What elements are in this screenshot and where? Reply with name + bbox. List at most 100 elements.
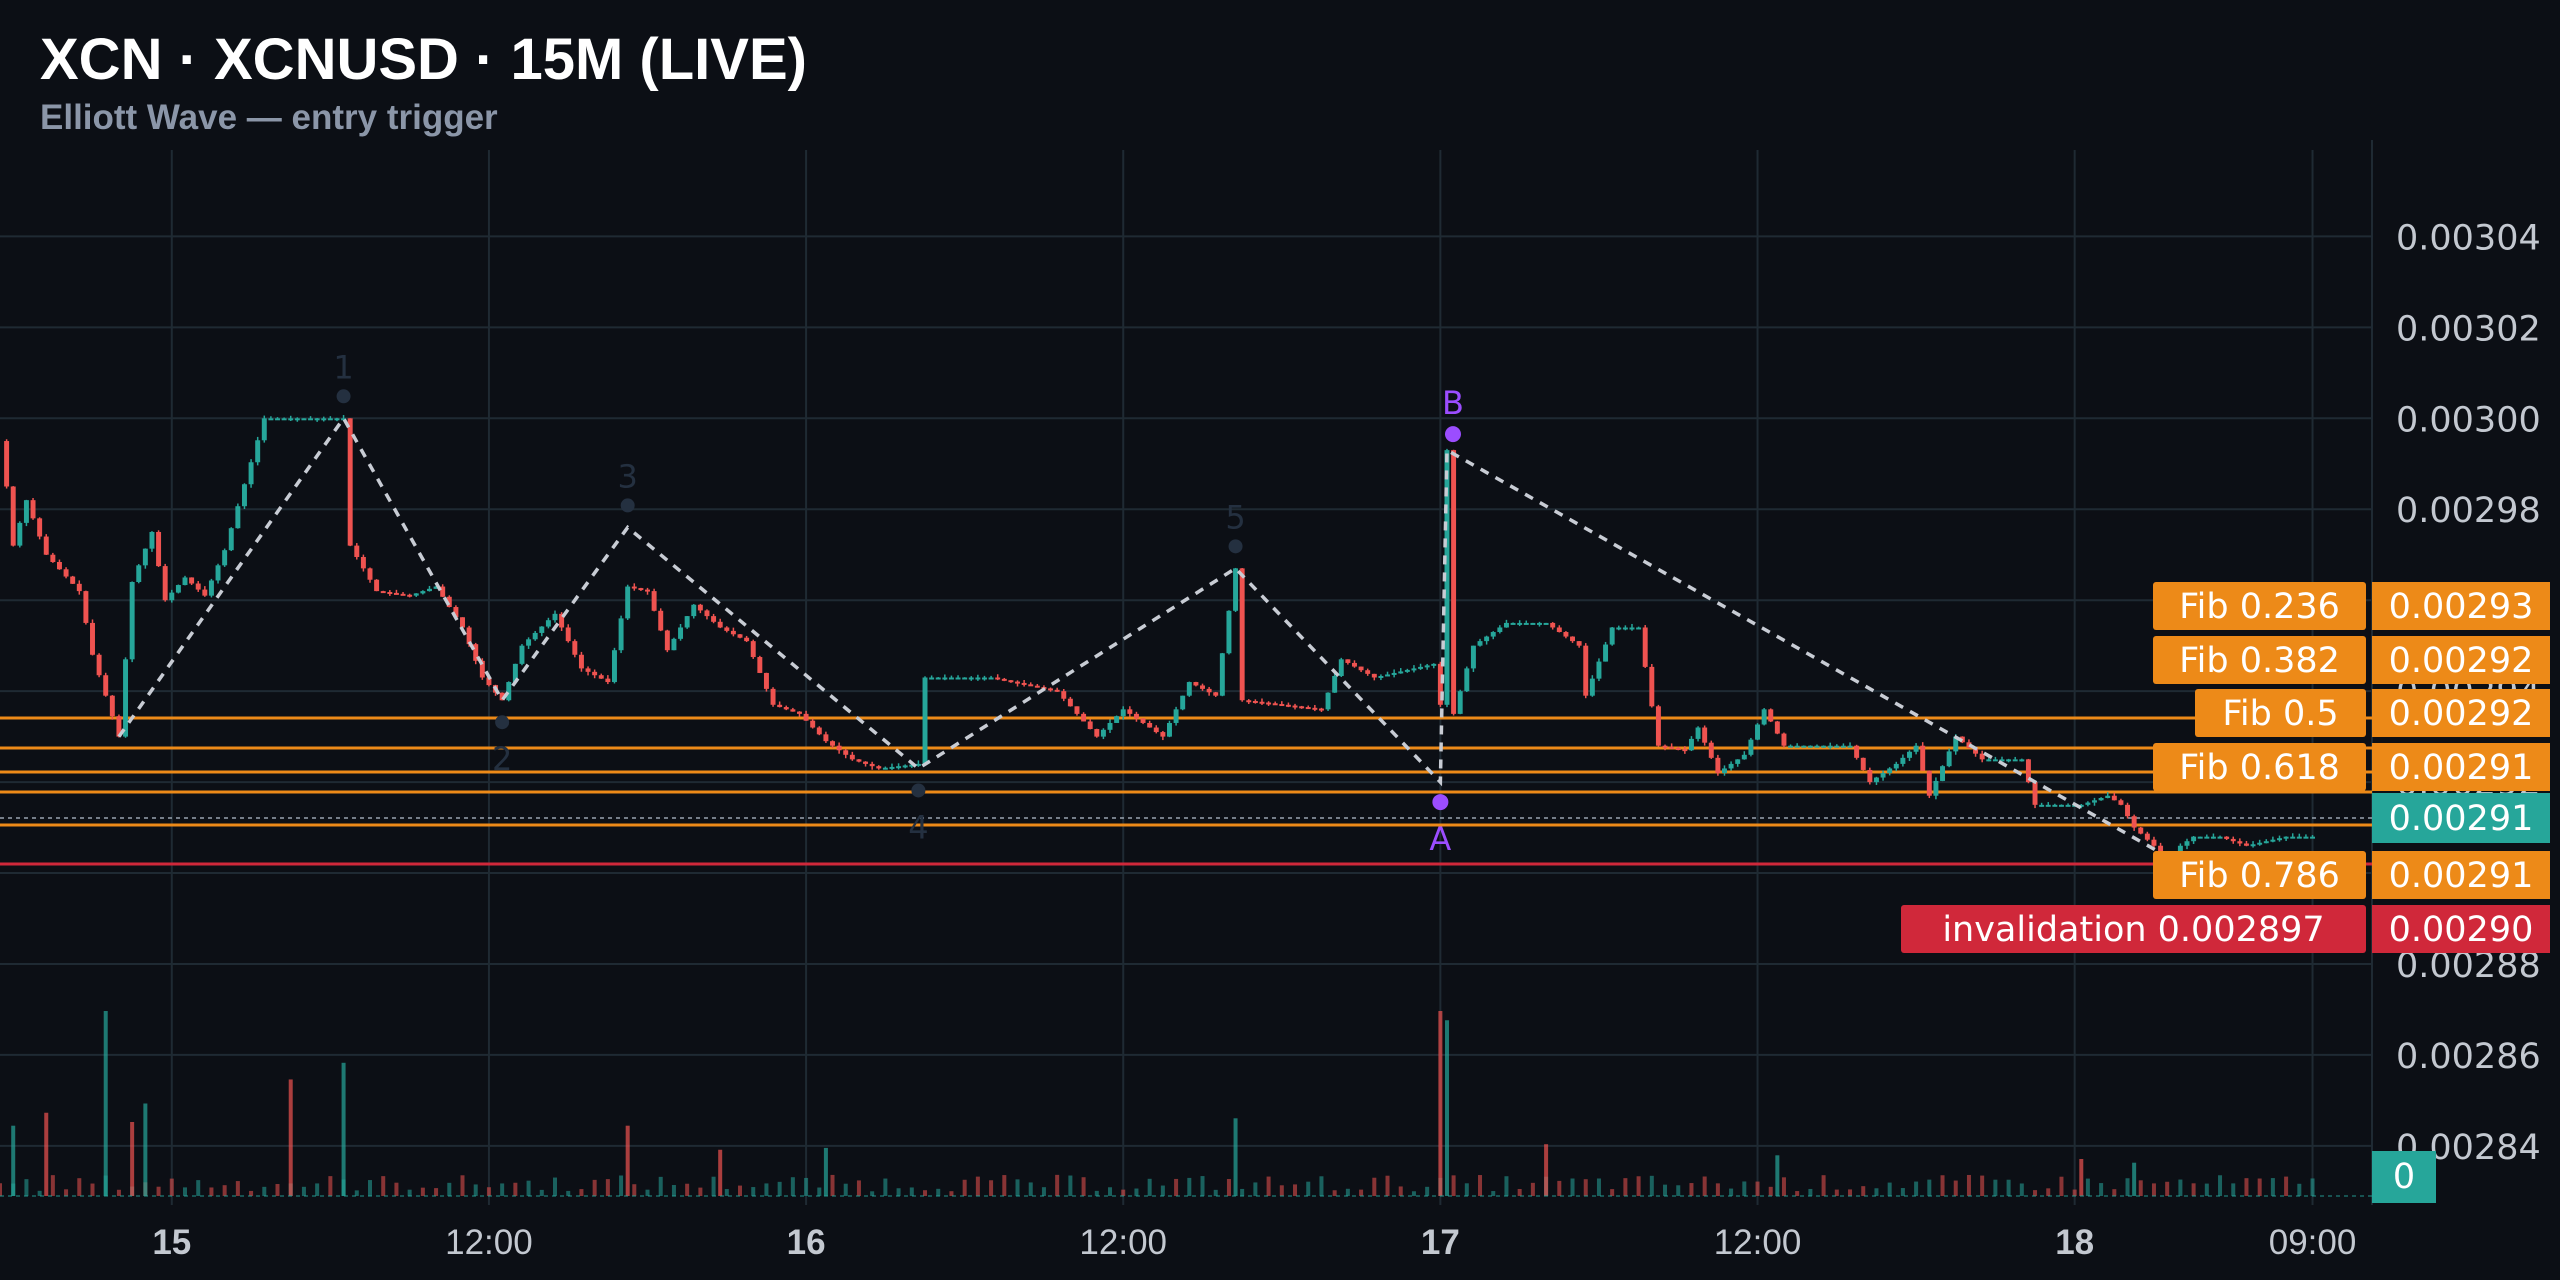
volume-bar [2112,1189,2117,1196]
candle-body [1913,745,1919,752]
candle-body [1675,747,1681,750]
candle-body [228,528,234,551]
candle-body [1054,689,1060,692]
time-axis[interactable]: 15 12:00 16 12:00 17 12:00 18 09:00 [152,1223,2356,1262]
volume-bar [1147,1178,1152,1196]
candle-body [1517,622,1523,625]
candle-body [1999,759,2005,762]
candle-body [611,650,617,683]
volume-bar [896,1188,901,1196]
candle-body [1061,691,1067,699]
candle-body [737,634,743,638]
candle-body [697,604,703,611]
candle-body [896,766,902,769]
wave-label: 5 [1225,498,1245,536]
candle-body [1834,745,1840,748]
candle-body [783,707,789,710]
candle-body [499,692,505,701]
candle-body [763,672,769,689]
candle-body [288,418,294,421]
volume-bar [1293,1184,1298,1196]
volume-bar [44,1112,49,1196]
volume-bar [90,1183,95,1196]
volume-bar [830,1174,835,1196]
level-value-tag [2372,636,2550,684]
candle-body [2045,804,2051,807]
volume-bar [1610,1189,1615,1196]
volume-bar [2310,1178,2315,1196]
wave-label: 4 [908,808,928,846]
candle-body [374,579,380,592]
volume-bar [592,1179,597,1196]
candle-body [2058,804,2064,807]
volume-bar [718,1149,723,1196]
candle-body [1272,703,1278,706]
volume-bar [1861,1186,1866,1196]
volume-bar [1808,1188,1813,1196]
candle-body [2125,804,2131,817]
volume-bar [579,1189,584,1196]
candle-body [413,593,419,596]
volume-bar [2165,1181,2170,1196]
candle-body [2277,838,2282,841]
candle-body [2310,836,2316,839]
candle-body [578,654,584,669]
candle-body [717,621,723,628]
candle-body [222,550,228,566]
candle-body [2025,759,2031,783]
candle-body [1761,709,1767,725]
candle-body [757,657,763,673]
volume-bar [1775,1155,1780,1196]
volume-bar [1306,1181,1311,1196]
volume-bar [235,1181,240,1196]
grid [0,140,2373,1205]
candle-body [420,591,426,594]
volume-bar [566,1190,571,1196]
volume-bar [1980,1175,1985,1196]
candle-body [1735,759,1741,764]
volume-bar [2204,1183,2209,1196]
candle-body [360,556,366,569]
level-value-label: 0.00293 [2389,587,2534,627]
candle-body [1200,685,1205,689]
volume-bar [301,1186,306,1196]
volume-bar [262,1186,267,1196]
candle-body [929,677,935,680]
time-tick-label: 18 [2055,1223,2094,1262]
candle-body [1986,759,1992,762]
volume-bar [539,1189,544,1196]
candle-body [1688,738,1694,751]
candle-body [2303,836,2309,839]
candle-body [387,592,393,595]
candle-body [96,654,102,676]
candle-body [889,766,895,769]
volume-bar [1914,1181,1919,1196]
candle-body [1992,759,1998,762]
volume-bar [2059,1176,2064,1196]
candle-body [466,627,472,645]
candle-body [1127,709,1133,714]
candle-body [2078,804,2084,807]
candle-body [1404,669,1410,672]
candle-body [169,592,175,601]
candle-body [2006,759,2012,762]
volume-bar [1821,1175,1826,1196]
candle-body [90,622,95,655]
volume-bar [1425,1186,1430,1196]
volume-bar [526,1180,531,1196]
candle-body [116,716,122,737]
candle-body [1583,645,1589,696]
volume-bar [1398,1186,1403,1196]
candle-body [1193,682,1199,686]
volume-bar [817,1187,822,1196]
volume-bar [738,1185,743,1196]
candle-body [678,627,684,639]
candle-body [1649,666,1655,707]
volume-bar [1530,1182,1535,1196]
candle-body [1609,627,1615,645]
volume-bar [764,1183,769,1196]
volume-bar [1729,1188,1734,1196]
candle-body [50,554,56,562]
candle-body [1662,745,1668,748]
